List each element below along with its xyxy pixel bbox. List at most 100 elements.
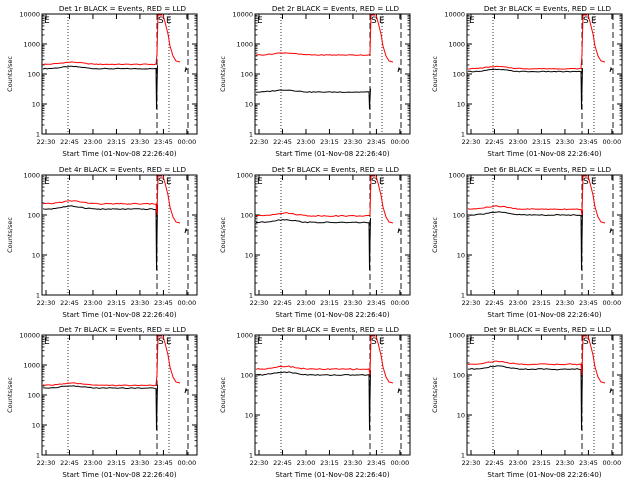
detector-panel: Det 2r BLACK = Events, RED = LLD Counts/s…: [219, 4, 411, 158]
marker-start-label: E: [44, 337, 50, 347]
marker-end-label: E: [591, 16, 597, 26]
marker-mid-label: S: [583, 16, 589, 26]
y-axis-label: Counts/sec: [219, 217, 227, 253]
series-lld-line: [42, 175, 162, 216]
marker-end-label: E: [166, 177, 172, 187]
x-tick-label: 22:30: [37, 138, 56, 146]
series-events-tail: [397, 227, 401, 234]
y-tick-label: 1000: [448, 332, 465, 340]
y-tick-label: 10: [245, 252, 253, 260]
chart-title: Det 6r BLACK = Events, RED = LLD: [484, 165, 612, 174]
series-events-line: [467, 210, 583, 271]
plot-frame: [254, 13, 411, 135]
y-tick-label: 100: [453, 71, 465, 79]
x-tick-label: 23:15: [320, 459, 339, 467]
marker-mid-label: S: [158, 177, 164, 187]
x-tick-label: 23:30: [131, 459, 150, 467]
series-lld-tail: [375, 335, 394, 384]
x-tick-label: 00:00: [603, 459, 622, 467]
x-tick-label: 22:30: [37, 299, 56, 307]
x-tick-label: 22:30: [250, 138, 269, 146]
y-tick-label: 10: [457, 101, 465, 109]
x-tick-label: 22:30: [250, 459, 269, 467]
y-axis-label: Counts/sec: [6, 217, 14, 253]
y-tick-label: 10: [245, 412, 253, 420]
y-tick-label: 10000: [444, 11, 465, 19]
marker-start-label: E: [469, 337, 475, 347]
x-tick-label: 23:30: [131, 138, 150, 146]
x-tick-label: 23:30: [344, 138, 363, 146]
y-tick-label: 1: [36, 131, 40, 139]
marker-start-label: E: [257, 16, 263, 26]
y-tick-label: 10: [457, 412, 465, 420]
y-tick-label: 100: [241, 372, 253, 380]
chart-title: Det 3r BLACK = Events, RED = LLD: [484, 4, 612, 13]
x-tick-label: 23:00: [84, 138, 103, 146]
y-tick-label: 1000: [236, 172, 253, 180]
x-tick-label: 22:30: [37, 459, 56, 467]
y-tick-label: 1000: [448, 172, 465, 180]
y-axis-label: Counts/sec: [431, 377, 439, 413]
x-tick-label: 23:30: [556, 138, 575, 146]
x-tick-label: 23:45: [154, 459, 173, 467]
x-tick-label: 22:30: [462, 138, 481, 146]
y-tick-label: 1: [249, 452, 253, 460]
chart-title: Det 4r BLACK = Events, RED = LLD: [59, 165, 187, 174]
series-lld-line: [255, 175, 375, 217]
x-tick-label: 23:00: [297, 138, 316, 146]
series-events-tail: [397, 66, 401, 73]
x-tick-label: 23:00: [84, 459, 103, 467]
y-tick-label: 100: [28, 212, 40, 220]
x-tick-label: 23:45: [579, 299, 598, 307]
marker-mid-label: S: [583, 337, 589, 347]
marker-mid-label: S: [371, 16, 377, 26]
y-tick-label: 1: [461, 292, 465, 300]
y-tick-label: 1: [249, 131, 253, 139]
x-tick-label: 23:15: [320, 299, 339, 307]
detector-panel: Det 9r BLACK = Events, RED = LLD Counts/s…: [431, 325, 623, 479]
marker-end-label: E: [591, 177, 597, 187]
x-tick-label: 23:45: [367, 459, 386, 467]
x-tick-label: 23:45: [154, 299, 173, 307]
marker-start-label: E: [44, 177, 50, 187]
x-tick-label: 23:15: [107, 138, 126, 146]
series-lld-tail: [375, 175, 394, 224]
series-lld-tail: [162, 175, 181, 224]
y-tick-label: 10: [32, 252, 40, 260]
series-lld-tail: [587, 175, 606, 224]
series-events-tail: [609, 227, 613, 234]
series-events-tail: [609, 387, 613, 394]
series-events-line: [42, 65, 158, 110]
x-tick-label: 00:00: [391, 138, 410, 146]
x-tick-label: 23:30: [556, 299, 575, 307]
x-tick-label: 22:30: [462, 299, 481, 307]
x-axis-label: Start Time (01-Nov-08 22:26:40): [62, 150, 176, 158]
marker-start-label: E: [44, 16, 50, 26]
marker-mid-label: S: [371, 177, 377, 187]
chart-title: Det 5r BLACK = Events, RED = LLD: [272, 165, 400, 174]
plot-frame: [466, 174, 623, 296]
y-tick-label: 100: [453, 212, 465, 220]
y-axis-label: Counts/sec: [6, 56, 14, 92]
marker-mid-label: S: [371, 337, 377, 347]
detector-panel: Det 3r BLACK = Events, RED = LLD Counts/s…: [431, 4, 623, 158]
marker-start-label: E: [257, 177, 263, 187]
y-tick-label: 1000: [236, 332, 253, 340]
x-tick-label: 23:00: [509, 299, 528, 307]
x-tick-label: 23:15: [532, 299, 551, 307]
x-tick-label: 23:00: [84, 299, 103, 307]
plot-frame: [41, 174, 198, 296]
chart-title: Det 1r BLACK = Events, RED = LLD: [59, 4, 187, 13]
y-axis-label: Counts/sec: [431, 56, 439, 92]
series-events-line: [467, 68, 583, 110]
y-tick-label: 10000: [232, 11, 253, 19]
y-tick-label: 1000: [236, 41, 253, 49]
series-events-tail: [609, 66, 613, 73]
x-tick-label: 23:30: [344, 299, 363, 307]
detector-panel: Det 1r BLACK = Events, RED = LLD Counts/s…: [6, 4, 198, 158]
marker-end-label: E: [166, 337, 172, 347]
series-events-tail: [184, 66, 188, 73]
x-tick-label: 22:45: [273, 299, 292, 307]
x-tick-label: 23:15: [107, 299, 126, 307]
series-lld-tail: [587, 335, 606, 384]
